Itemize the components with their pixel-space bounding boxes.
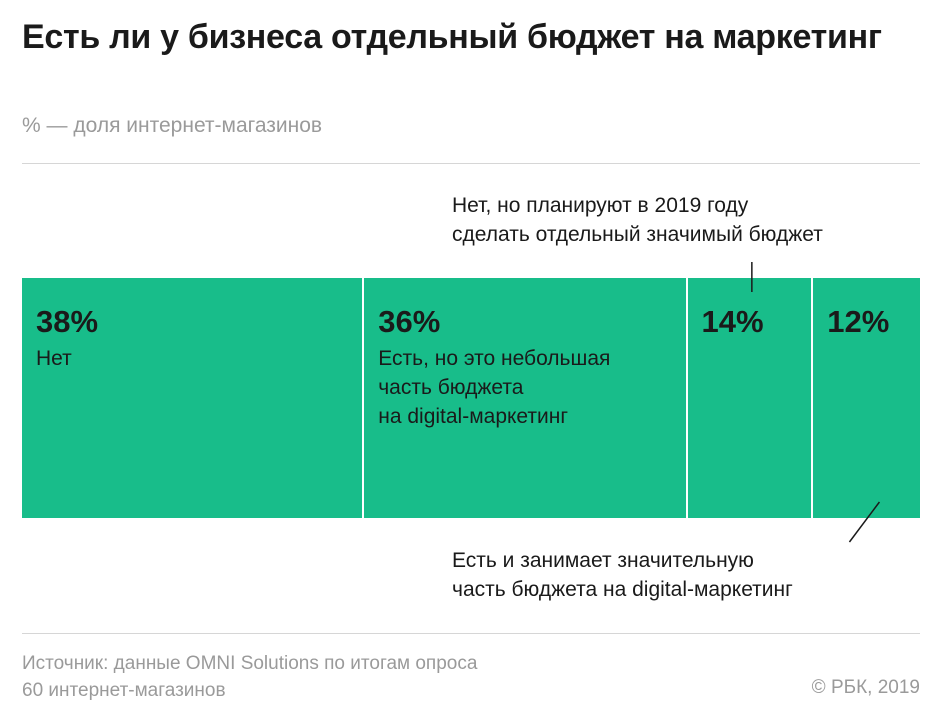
leader-line-1 xyxy=(848,501,881,543)
bar-segment-2 xyxy=(687,278,812,518)
segment-value-0: 38% xyxy=(36,304,99,339)
segment-label-1: Есть, но это небольшая часть бюджета на … xyxy=(378,347,611,428)
copyright: © РБК, 2019 xyxy=(811,677,920,698)
source-note: Источник: данные OMNI Solutions по итога… xyxy=(22,653,478,701)
segment-value-2: 14% xyxy=(701,304,764,339)
callout-significant: Есть и занимает значительную часть бюдже… xyxy=(452,549,793,601)
callout-planning: Нет, но планируют в 2019 году сделать от… xyxy=(452,194,823,246)
segment-value-1: 36% xyxy=(378,304,441,339)
top-divider xyxy=(22,163,920,164)
segment-label-0: Нет xyxy=(36,347,72,370)
bottom-divider xyxy=(22,633,920,634)
stacked-bar: 38% Нет 36% Есть, но это небольшая часть бю… xyxy=(22,278,920,518)
segment-value-3: 12% xyxy=(827,304,890,339)
chart-title: Есть ли у бизнеса отдельный бюджет на ма… xyxy=(22,18,882,56)
chart-subtitle: % — доля интернет-магазинов xyxy=(22,114,323,137)
bar-segment-1 xyxy=(364,278,686,518)
bar-segment-0 xyxy=(22,278,363,518)
bar-segment-3 xyxy=(813,278,920,518)
